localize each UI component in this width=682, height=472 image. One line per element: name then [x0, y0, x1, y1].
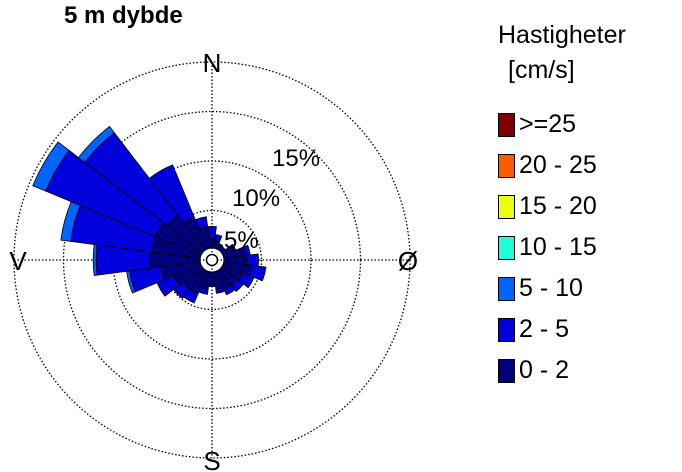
legend-swatch	[498, 153, 515, 178]
legend-label: 15 - 20	[519, 192, 597, 220]
legend-items: >=25 20 - 25 15 - 20 10 - 15 5 - 10 2 - …	[498, 104, 626, 391]
legend-item-10-15: 10 - 15	[498, 227, 626, 268]
rose-wedge	[215, 286, 226, 294]
rose-center	[205, 253, 219, 267]
legend-label: 0 - 2	[519, 356, 570, 384]
chart-title: 5 m dybde	[64, 2, 183, 29]
legend-item-5-10: 5 - 10	[498, 268, 626, 309]
direction-label-north: N	[203, 48, 222, 78]
rose-labels: N Ø S V 5% 10% 15%	[9, 48, 418, 472]
legend-swatch	[498, 317, 515, 342]
legend-label: 2 - 5	[519, 315, 570, 343]
ring-label-5: 5%	[224, 227, 259, 254]
legend-swatch	[498, 276, 515, 301]
rose-wedge	[245, 253, 259, 267]
rose-wedge	[32, 141, 70, 192]
rose-wedge	[230, 278, 244, 292]
ring-label-15: 15%	[272, 145, 320, 172]
wind-rose: N Ø S V 5% 10% 15%	[9, 48, 418, 472]
legend-item-25plus: >=25	[498, 104, 626, 145]
legend-label: >=25	[519, 110, 577, 138]
rose-wedge	[194, 216, 209, 230]
rose-wedge	[148, 164, 195, 224]
rose-wedge	[77, 125, 115, 163]
legend: Hastigheter [cm/s] >=25 20 - 25 15 - 20 …	[498, 16, 626, 391]
direction-label-west: V	[9, 246, 27, 276]
legend-title: Hastigheter	[498, 21, 626, 49]
legend-item-0-2: 0 - 2	[498, 350, 626, 391]
legend-label: 5 - 10	[519, 274, 583, 302]
legend-label: 20 - 25	[519, 151, 597, 179]
direction-label-south: S	[203, 446, 220, 472]
legend-label: 10 - 15	[519, 233, 597, 261]
rose-wedge	[216, 243, 224, 252]
rose-wedge	[238, 272, 255, 289]
rose-wedge	[214, 234, 223, 243]
legend-swatch	[498, 358, 515, 383]
legend-swatch	[498, 112, 515, 137]
direction-label-east: Ø	[398, 246, 418, 276]
rose-axes	[14, 62, 410, 458]
legend-item-15-20: 15 - 20	[498, 186, 626, 227]
legend-item-20-25: 20 - 25	[498, 145, 626, 186]
center-marker	[205, 253, 219, 267]
legend-unit: [cm/s]	[508, 56, 575, 84]
legend-swatch	[498, 194, 515, 219]
legend-item-2-5: 2 - 5	[498, 309, 626, 350]
legend-swatch	[498, 235, 515, 260]
rose-sectors	[32, 125, 267, 304]
rose-wedge	[207, 225, 217, 239]
ring-label-10: 10%	[232, 185, 280, 212]
rose-wedge	[223, 284, 236, 296]
